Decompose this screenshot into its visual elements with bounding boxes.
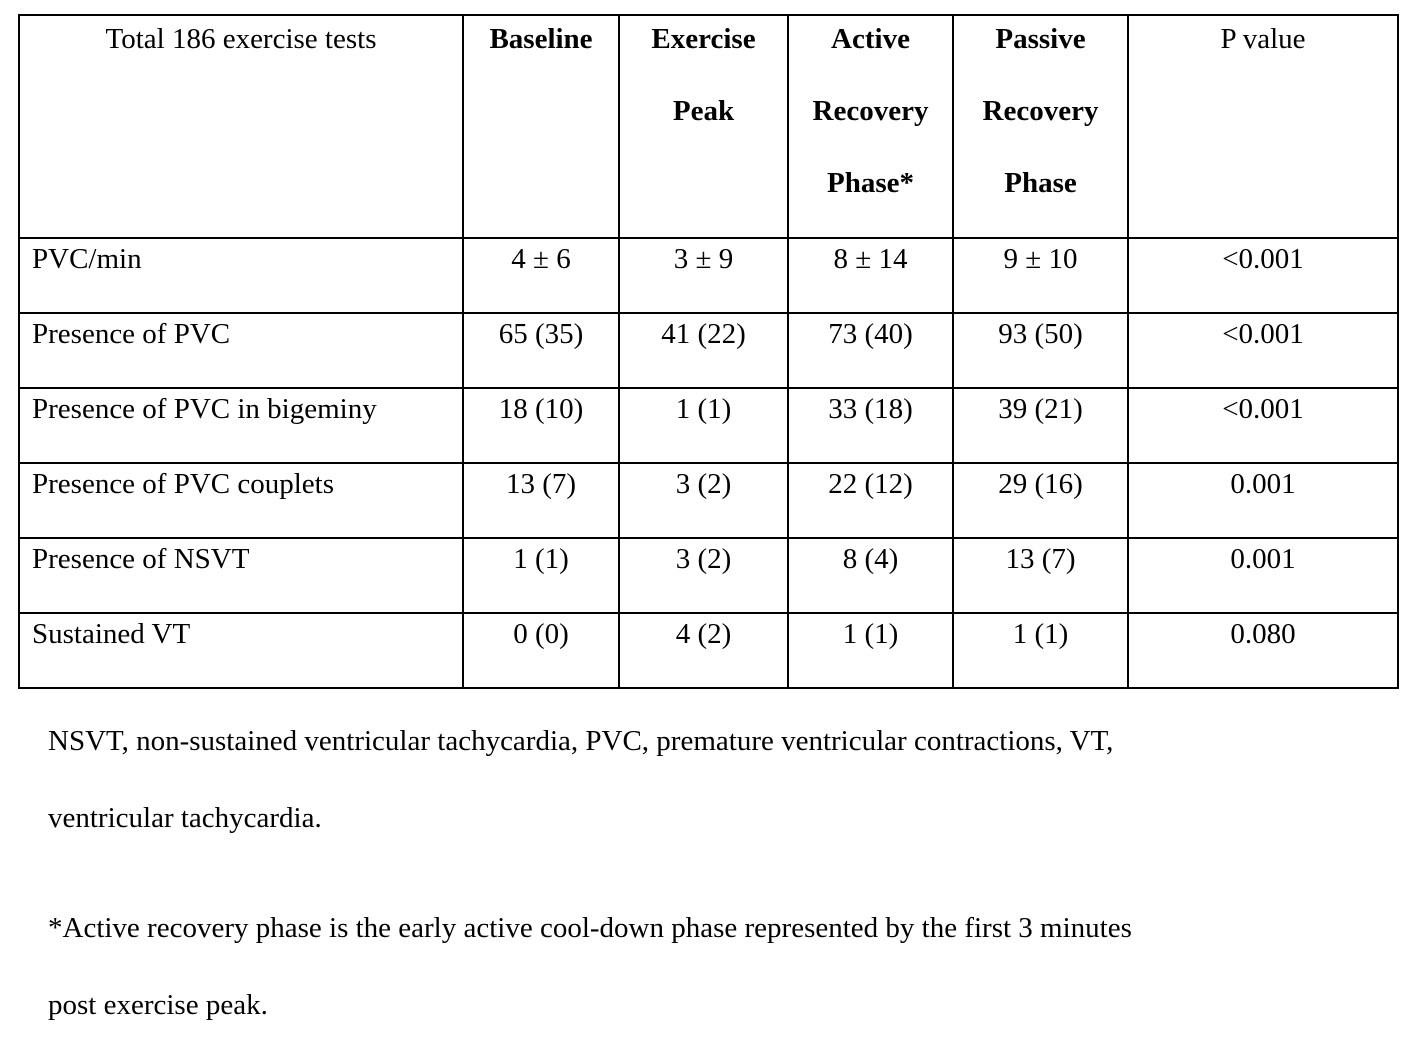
data-cell: 0.001 (1127, 462, 1399, 539)
data-cell: 9 ± 10 (952, 237, 1129, 314)
header-text-p-value: P value (1220, 23, 1306, 55)
data-cell: 8 ± 14 (787, 237, 954, 314)
row-label: Presence of PVC in bigeminy (18, 387, 464, 464)
table-row-pvc-couplets: Presence of PVC couplets 13 (7) 3 (2) 22… (18, 462, 1399, 539)
data-cell: 1 (1) (618, 387, 789, 464)
data-cell: 41 (22) (618, 312, 789, 389)
data-cell: 0 (0) (462, 612, 620, 689)
data-cell: 8 (4) (787, 537, 954, 614)
header-cell-total-tests: Total 186 exercise tests (18, 14, 464, 239)
header-cell-passive-recovery: Passive Recovery Phase (952, 14, 1129, 239)
data-cell: 4 (2) (618, 612, 789, 689)
header-text-baseline: Baseline (489, 23, 593, 55)
row-label: Presence of PVC (18, 312, 464, 389)
data-cell: 13 (7) (952, 537, 1129, 614)
abbreviations-footnote: NSVT, non-sustained ventricular tachycar… (48, 725, 1114, 834)
data-cell: 3 (2) (618, 462, 789, 539)
data-cell: 33 (18) (787, 387, 954, 464)
data-cell: 65 (35) (462, 312, 620, 389)
data-cell: <0.001 (1127, 237, 1399, 314)
table-row-nsvt: Presence of NSVT 1 (1) 3 (2) 8 (4) 13 (7… (18, 537, 1399, 614)
data-cell: <0.001 (1127, 312, 1399, 389)
data-cell: 18 (10) (462, 387, 620, 464)
data-cell: 0.080 (1127, 612, 1399, 689)
header-row: Total 186 exercise tests Baseline Exerci… (18, 14, 1399, 239)
header-text-exercise-peak: Exercise Peak (651, 23, 756, 127)
header-cell-baseline: Baseline (462, 14, 620, 239)
header-cell-exercise-peak: Exercise Peak (618, 14, 789, 239)
row-label: Presence of NSVT (18, 537, 464, 614)
header-cell-p-value: P value (1127, 14, 1399, 239)
exercise-arrhythmia-table: Total 186 exercise tests Baseline Exerci… (18, 14, 1399, 689)
data-cell: 22 (12) (787, 462, 954, 539)
data-cell: 4 ± 6 (462, 237, 620, 314)
table-row-sustained-vt: Sustained VT 0 (0) 4 (2) 1 (1) 1 (1) 0.0… (18, 612, 1399, 689)
header-cell-active-recovery: Active Recovery Phase* (787, 14, 954, 239)
table-row-presence-pvc: Presence of PVC 65 (35) 41 (22) 73 (40) … (18, 312, 1399, 389)
header-text-active-recovery: Active Recovery Phase* (812, 23, 929, 199)
data-cell: 73 (40) (787, 312, 954, 389)
data-cell: 1 (1) (952, 612, 1129, 689)
data-cell: 93 (50) (952, 312, 1129, 389)
data-cell: 1 (1) (462, 537, 620, 614)
active-recovery-footnote: *Active recovery phase is the early acti… (48, 912, 1132, 1021)
header-text-total-tests: Total 186 exercise tests (105, 23, 377, 55)
header-text-passive-recovery: Passive Recovery Phase (982, 23, 1099, 199)
data-cell: 3 ± 9 (618, 237, 789, 314)
data-cell: 0.001 (1127, 537, 1399, 614)
data-cell: <0.001 (1127, 387, 1399, 464)
data-cell: 3 (2) (618, 537, 789, 614)
data-cell: 29 (16) (952, 462, 1129, 539)
table-row-pvc-bigeminy: Presence of PVC in bigeminy 18 (10) 1 (1… (18, 387, 1399, 464)
table-row-pvc-min: PVC/min 4 ± 6 3 ± 9 8 ± 14 9 ± 10 <0.001 (18, 237, 1399, 314)
data-cell: 13 (7) (462, 462, 620, 539)
data-cell: 1 (1) (787, 612, 954, 689)
row-label: Sustained VT (18, 612, 464, 689)
row-label: PVC/min (18, 237, 464, 314)
data-cell: 39 (21) (952, 387, 1129, 464)
row-label: Presence of PVC couplets (18, 462, 464, 539)
